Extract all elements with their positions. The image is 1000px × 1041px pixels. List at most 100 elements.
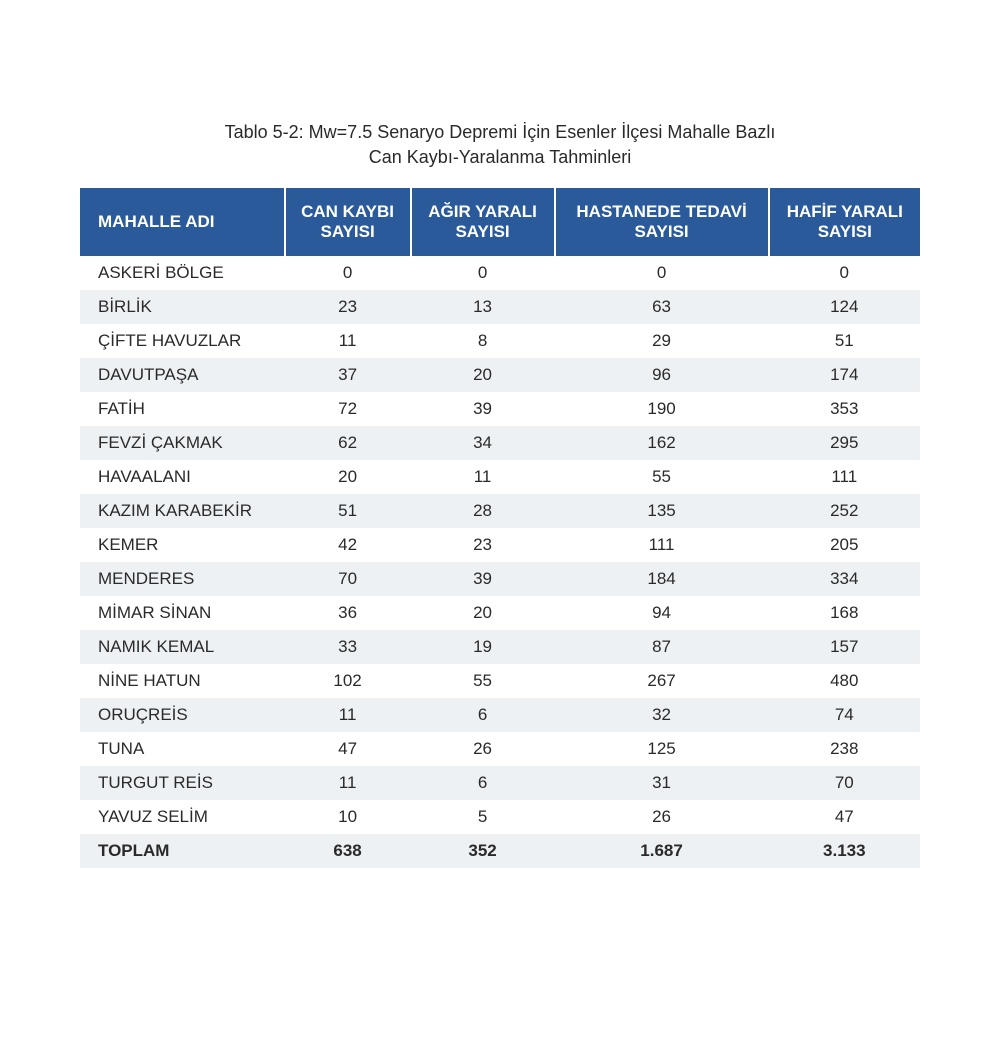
cell-value: 31 xyxy=(555,766,769,800)
cell-value: 111 xyxy=(769,460,920,494)
cell-name: FATİH xyxy=(80,392,285,426)
table-row: HAVAALANI201155111 xyxy=(80,460,920,494)
cell-value: 32 xyxy=(555,698,769,732)
cell-value: 20 xyxy=(285,460,411,494)
table-row: MİMAR SİNAN362094168 xyxy=(80,596,920,630)
total-row: TOPLAM6383521.6873.133 xyxy=(80,834,920,868)
cell-name: NİNE HATUN xyxy=(80,664,285,698)
cell-value: 20 xyxy=(411,358,555,392)
cell-value: 267 xyxy=(555,664,769,698)
cell-value: 26 xyxy=(555,800,769,834)
cell-value: 11 xyxy=(285,766,411,800)
cell-value: 62 xyxy=(285,426,411,460)
cell-name: KAZIM KARABEKİR xyxy=(80,494,285,528)
table-row: NİNE HATUN10255267480 xyxy=(80,664,920,698)
cell-value: 70 xyxy=(769,766,920,800)
cell-value: 125 xyxy=(555,732,769,766)
total-value: 638 xyxy=(285,834,411,868)
cell-value: 238 xyxy=(769,732,920,766)
cell-value: 6 xyxy=(411,698,555,732)
cell-value: 39 xyxy=(411,392,555,426)
cell-value: 295 xyxy=(769,426,920,460)
cell-value: 26 xyxy=(411,732,555,766)
cell-value: 5 xyxy=(411,800,555,834)
table-row: KAZIM KARABEKİR5128135252 xyxy=(80,494,920,528)
total-value: 1.687 xyxy=(555,834,769,868)
table-header: MAHALLE ADI CAN KAYBISAYISI AĞIR YARALIS… xyxy=(80,188,920,256)
table-row: BİRLİK231363124 xyxy=(80,290,920,324)
table-row: FEVZİ ÇAKMAK6234162295 xyxy=(80,426,920,460)
cell-value: 10 xyxy=(285,800,411,834)
caption-line2: Can Kaybı-Yaralanma Tahminleri xyxy=(369,147,631,167)
cell-name: TURGUT REİS xyxy=(80,766,285,800)
cell-value: 70 xyxy=(285,562,411,596)
total-label: TOPLAM xyxy=(80,834,285,868)
data-table: MAHALLE ADI CAN KAYBISAYISI AĞIR YARALIS… xyxy=(80,188,920,868)
total-value: 3.133 xyxy=(769,834,920,868)
cell-value: 51 xyxy=(285,494,411,528)
cell-value: 205 xyxy=(769,528,920,562)
cell-value: 39 xyxy=(411,562,555,596)
header-row: MAHALLE ADI CAN KAYBISAYISI AĞIR YARALIS… xyxy=(80,188,920,256)
cell-value: 23 xyxy=(411,528,555,562)
col-hafifyarali: HAFİF YARALISAYISI xyxy=(769,188,920,256)
cell-value: 162 xyxy=(555,426,769,460)
cell-value: 184 xyxy=(555,562,769,596)
cell-value: 168 xyxy=(769,596,920,630)
caption-line1: Tablo 5-2: Mw=7.5 Senaryo Depremi İçin E… xyxy=(225,122,776,142)
cell-name: HAVAALANI xyxy=(80,460,285,494)
cell-value: 29 xyxy=(555,324,769,358)
cell-name: KEMER xyxy=(80,528,285,562)
table-row: TUNA4726125238 xyxy=(80,732,920,766)
cell-name: MİMAR SİNAN xyxy=(80,596,285,630)
cell-value: 102 xyxy=(285,664,411,698)
cell-value: 13 xyxy=(411,290,555,324)
cell-value: 55 xyxy=(555,460,769,494)
cell-value: 63 xyxy=(555,290,769,324)
cell-value: 11 xyxy=(411,460,555,494)
table-row: KEMER4223111205 xyxy=(80,528,920,562)
table-row: DAVUTPAŞA372096174 xyxy=(80,358,920,392)
cell-value: 72 xyxy=(285,392,411,426)
cell-value: 96 xyxy=(555,358,769,392)
cell-value: 33 xyxy=(285,630,411,664)
table-caption: Tablo 5-2: Mw=7.5 Senaryo Depremi İçin E… xyxy=(80,120,920,170)
cell-value: 51 xyxy=(769,324,920,358)
cell-value: 87 xyxy=(555,630,769,664)
cell-value: 19 xyxy=(411,630,555,664)
cell-value: 190 xyxy=(555,392,769,426)
cell-name: NAMIK KEMAL xyxy=(80,630,285,664)
cell-value: 157 xyxy=(769,630,920,664)
cell-value: 135 xyxy=(555,494,769,528)
cell-value: 23 xyxy=(285,290,411,324)
col-mahalle: MAHALLE ADI xyxy=(80,188,285,256)
cell-value: 42 xyxy=(285,528,411,562)
col-cankaybi: CAN KAYBISAYISI xyxy=(285,188,411,256)
cell-name: TUNA xyxy=(80,732,285,766)
cell-name: YAVUZ SELİM xyxy=(80,800,285,834)
cell-name: BİRLİK xyxy=(80,290,285,324)
cell-value: 0 xyxy=(411,256,555,290)
table-row: TURGUT REİS1163170 xyxy=(80,766,920,800)
col-hastanede: HASTANEDE TEDAVİSAYISI xyxy=(555,188,769,256)
cell-value: 174 xyxy=(769,358,920,392)
cell-name: DAVUTPAŞA xyxy=(80,358,285,392)
cell-value: 11 xyxy=(285,698,411,732)
table-row: ÇİFTE HAVUZLAR1182951 xyxy=(80,324,920,358)
col-agiryarali: AĞIR YARALISAYISI xyxy=(411,188,555,256)
cell-value: 124 xyxy=(769,290,920,324)
cell-value: 34 xyxy=(411,426,555,460)
total-value: 352 xyxy=(411,834,555,868)
table-row: YAVUZ SELİM1052647 xyxy=(80,800,920,834)
cell-value: 28 xyxy=(411,494,555,528)
cell-value: 0 xyxy=(769,256,920,290)
cell-value: 252 xyxy=(769,494,920,528)
cell-name: ORUÇREİS xyxy=(80,698,285,732)
table-row: FATİH7239190353 xyxy=(80,392,920,426)
cell-value: 36 xyxy=(285,596,411,630)
cell-value: 47 xyxy=(769,800,920,834)
cell-value: 37 xyxy=(285,358,411,392)
table-row: MENDERES7039184334 xyxy=(80,562,920,596)
table-row: ORUÇREİS1163274 xyxy=(80,698,920,732)
cell-value: 480 xyxy=(769,664,920,698)
